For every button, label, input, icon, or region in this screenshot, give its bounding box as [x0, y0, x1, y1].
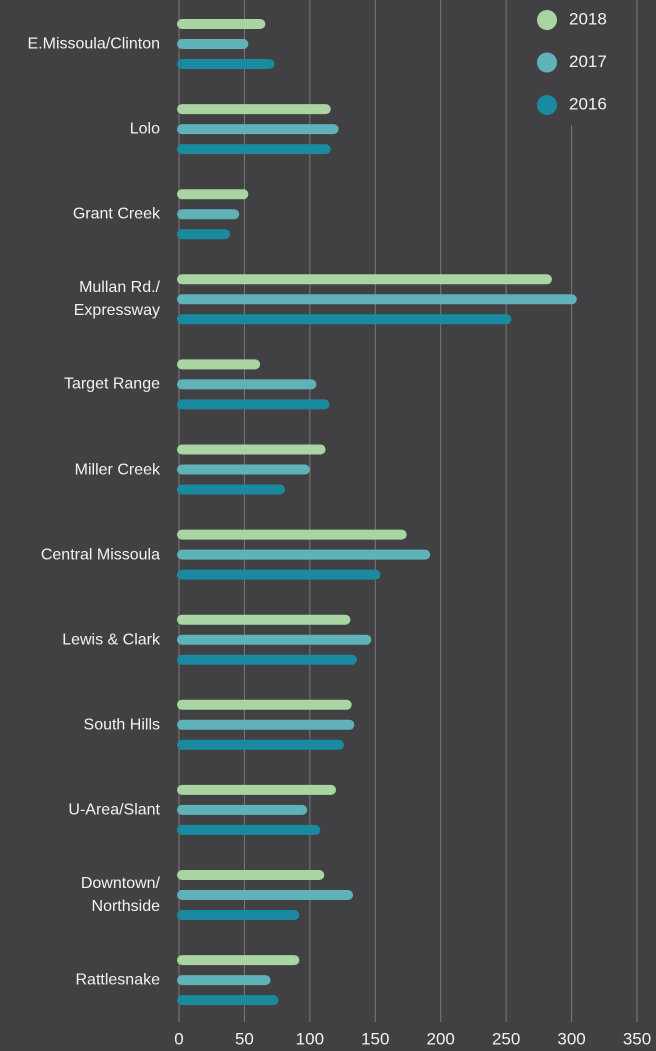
category-label: Target Range [63, 375, 160, 393]
bar [177, 39, 249, 49]
bar [177, 804, 308, 815]
bar [177, 870, 325, 880]
category-label: E.Missoula/Clinton [27, 35, 161, 53]
bar [177, 890, 354, 900]
bar [177, 19, 266, 29]
bar [177, 144, 331, 155]
bar [177, 739, 344, 750]
bar [177, 634, 372, 645]
bar [177, 274, 552, 285]
bar [177, 824, 321, 835]
bar [177, 910, 300, 920]
category-label: South Hills [83, 716, 160, 734]
x-tick-label: 300 [557, 1029, 585, 1048]
category-label: Lolo [129, 120, 160, 138]
bar [177, 484, 285, 495]
bar [177, 699, 352, 710]
bar [177, 59, 275, 69]
bar [177, 975, 271, 986]
bar [177, 124, 339, 135]
bar [177, 359, 261, 370]
x-tick-label: 250 [492, 1029, 520, 1048]
bar [177, 399, 330, 410]
bar [177, 294, 577, 305]
bar [177, 189, 249, 200]
legend-label: 2016 [569, 94, 607, 113]
x-tick-label: 350 [623, 1029, 651, 1048]
bar [177, 104, 331, 115]
legend-swatch [537, 10, 557, 30]
legend-label: 2017 [569, 52, 607, 71]
category-label: Lewis & Clark [62, 631, 160, 649]
x-tick-label: 50 [235, 1029, 254, 1048]
category-label: Rattlesnake [75, 971, 161, 989]
legend-label: 2018 [569, 9, 607, 28]
category-label: Mullan Rd./ Expressway [73, 279, 160, 320]
bar [177, 955, 300, 966]
category-label: Miller Creek [74, 461, 160, 478]
bar [177, 314, 512, 325]
bar [177, 464, 310, 475]
bar [177, 529, 407, 540]
bar [177, 719, 355, 730]
category-label: U-Area/Slant [68, 801, 160, 819]
bar [177, 614, 351, 625]
bar [177, 784, 337, 795]
category-label: Downtown/ Northside [80, 875, 160, 915]
bar [177, 229, 231, 240]
x-tick-label: 100 [296, 1029, 324, 1048]
bar [177, 379, 317, 390]
bar [177, 654, 357, 665]
bar [177, 995, 279, 1006]
bar [177, 549, 431, 560]
x-tick-label: 0 [174, 1029, 183, 1048]
category-label: Central Missoula [40, 546, 160, 564]
legend-swatch [537, 95, 557, 115]
x-tick-label: 200 [427, 1029, 455, 1048]
bar [177, 209, 240, 220]
x-tick-label: 150 [361, 1029, 389, 1048]
bar [177, 444, 326, 455]
category-label: Grant Creek [72, 205, 160, 223]
legend: 2018 2017 2016 [525, 0, 620, 125]
legend-swatch [537, 52, 557, 73]
bar [177, 569, 381, 580]
